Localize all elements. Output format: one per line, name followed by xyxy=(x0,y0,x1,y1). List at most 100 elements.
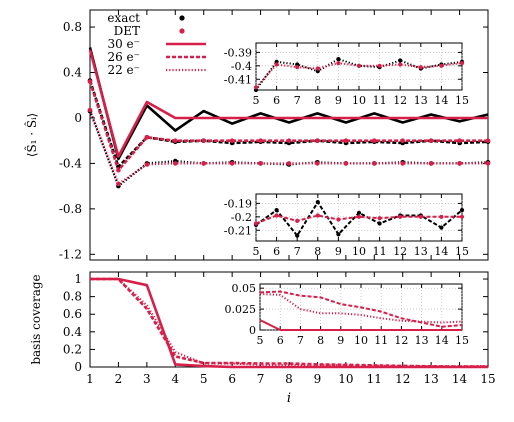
inset-top-series-1-point xyxy=(295,65,300,70)
top-series-1-line xyxy=(88,49,488,158)
inset-top-panel: -0.39-0.4-0.415 6 7 8 9 10 11 12 13 14 15 xyxy=(224,42,469,107)
top-series-5-point xyxy=(457,161,462,166)
top-ytick-label: -0.4 xyxy=(59,156,83,170)
top-series-3-point xyxy=(229,138,235,143)
inset-top-xtick-label: 9 xyxy=(335,94,342,107)
inset-mid-series-1-point xyxy=(398,214,403,219)
bottom-xtick-label: 14 xyxy=(452,372,468,386)
inset-mid-series-1-point xyxy=(274,213,279,218)
bottom-xtick-label: 8 xyxy=(285,372,293,386)
top-series-5-point xyxy=(315,161,320,166)
inset-mid-xtick-label: 15 xyxy=(455,245,469,258)
bottom-xtick-label: 7 xyxy=(257,372,265,386)
inset-bottom-xtick-label: 10 xyxy=(354,334,368,347)
inset-mid-series-0-point xyxy=(336,232,341,237)
inset-mid-xtick-label: 14 xyxy=(434,245,448,258)
top-series-3-point xyxy=(116,167,121,173)
inset-bottom-xtick-label: 5 xyxy=(257,334,264,347)
inset-mid-series-1-point xyxy=(377,216,382,221)
inset-bottom-xtick-label: 11 xyxy=(374,334,388,347)
top-series-3-point xyxy=(457,138,462,143)
top-series-5-point xyxy=(343,161,349,166)
top-ylabel: ⟨Ŝ₁ · Ŝᵢ⟩ xyxy=(23,113,39,157)
bottom-ytick-label: 0 xyxy=(74,360,82,374)
top-series-3-point xyxy=(400,138,406,143)
legend-label: exact xyxy=(107,11,140,25)
top-series-3-point xyxy=(258,138,263,143)
top-series-3-point xyxy=(144,135,150,140)
inset-top-series-1-point xyxy=(439,63,444,68)
inset-top-xtick-label: 6 xyxy=(273,94,280,107)
top-series-3-point xyxy=(485,138,491,143)
inset-top-series-1-point xyxy=(418,65,423,70)
inset-top-series-0-point xyxy=(398,58,403,63)
top-series-5-point xyxy=(258,161,263,166)
inset-mid-series-1-point xyxy=(295,218,300,223)
inset-bottom-ytick-label: 0 xyxy=(249,324,256,337)
inset-top-series-1-point xyxy=(459,61,465,66)
top-series-5-point xyxy=(116,181,121,187)
top-series-5-point xyxy=(144,162,150,167)
top-series-5-point xyxy=(229,161,235,166)
inset-bottom-xtick-label: 9 xyxy=(337,334,344,347)
inset-top-ytick-label: -0.4 xyxy=(231,60,252,73)
inset-bottom-ytick-label: 0.025 xyxy=(225,303,257,316)
bottom-xtick-label: 6 xyxy=(228,372,236,386)
inset-top-series-0-point xyxy=(336,57,341,62)
inset-top-xtick-label: 7 xyxy=(294,94,301,107)
inset-bottom-series-0-line xyxy=(259,319,462,331)
legend-label: 22 e⁻ xyxy=(107,63,140,77)
inset-bottom-xtick-label: 8 xyxy=(317,334,324,347)
bottom-xtick-label: 1 xyxy=(86,372,94,386)
inset-top-xtick-label: 8 xyxy=(314,94,321,107)
top-series-3-point xyxy=(201,138,206,143)
legend-marker xyxy=(179,28,185,34)
bottom-xtick-label: 15 xyxy=(480,372,495,386)
top-series-5-point xyxy=(201,161,206,166)
inset-bottom-xtick-label: 6 xyxy=(277,334,284,347)
bottom-ytick-label: 0.6 xyxy=(63,307,82,321)
bottom-ytick-label: 0.4 xyxy=(63,325,82,339)
inset-bottom-xtick-label: 13 xyxy=(415,334,429,347)
top-series-3-point xyxy=(315,138,320,143)
inset-mid-xtick-label: 5 xyxy=(253,245,260,258)
bottom-ytick-label: 0.8 xyxy=(63,290,82,304)
inset-mid-series-1-point xyxy=(336,217,341,222)
bottom-xlabel: i xyxy=(287,391,291,406)
bottom-xtick-label: 12 xyxy=(395,372,410,386)
inset-mid-series-1-point xyxy=(418,214,423,219)
inset-mid-series-0-point xyxy=(295,233,300,238)
bottom-ylabel: basis coverage xyxy=(29,274,43,364)
inset-mid-xtick-label: 10 xyxy=(352,245,366,258)
inset-mid-panel: -0.19-0.2-0.215 6 7 8 9 10 11 12 13 14 15 xyxy=(224,193,469,258)
inset-mid-xtick-label: 13 xyxy=(414,245,428,258)
inset-top-series-0-line xyxy=(255,58,463,91)
inset-mid-series-0-point xyxy=(459,208,465,213)
top-series-5-point xyxy=(485,161,491,166)
inset-bottom-xtick-label: 15 xyxy=(455,334,469,347)
bottom-xtick-label: 5 xyxy=(200,372,208,386)
inset-mid-xtick-label: 8 xyxy=(314,245,321,258)
bottom-xtick-label: 11 xyxy=(367,372,382,386)
bottom-xtick-label: 3 xyxy=(143,372,151,386)
inset-top-series-1-point xyxy=(253,85,259,90)
inset-mid-xtick-label: 9 xyxy=(335,245,342,258)
inset-mid-series-1-point xyxy=(356,214,362,219)
inset-mid-xtick-label: 7 xyxy=(294,245,301,258)
inset-mid-series-1-point xyxy=(459,214,465,219)
inset-top-series-1-point xyxy=(336,61,341,66)
inset-top-xtick-label: 13 xyxy=(414,94,428,107)
inset-mid-series-1-point xyxy=(315,213,320,218)
bottom-xtick-label: 2 xyxy=(115,372,123,386)
bottom-xtick-label: 13 xyxy=(424,372,439,386)
inset-bottom-xtick-label: 12 xyxy=(394,334,408,347)
bottom-xtick-label: 9 xyxy=(314,372,322,386)
inset-bottom-xtick-label: 14 xyxy=(435,334,449,347)
top-ytick-label: 0 xyxy=(74,111,82,125)
inset-top-series-1-point xyxy=(315,66,320,71)
inset-top-series-1-point xyxy=(356,63,362,68)
bottom-ytick-label: 1 xyxy=(74,272,82,286)
inset-bottom-series-2-line xyxy=(259,293,463,324)
inset-top-ytick-label: -0.41 xyxy=(224,73,252,86)
